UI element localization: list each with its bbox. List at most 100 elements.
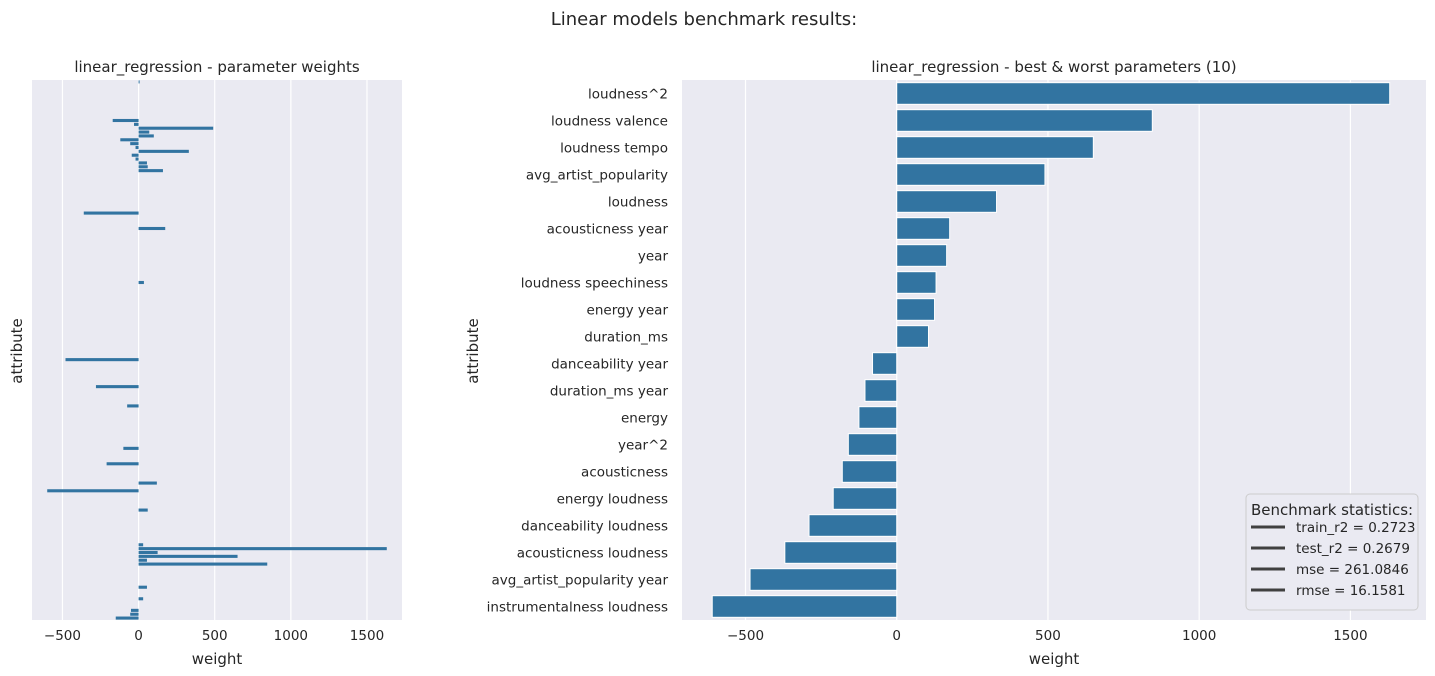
left-x-tick-labels: −500 0 500 1000 1500 xyxy=(44,628,384,644)
left-bar xyxy=(123,446,139,450)
right-x-axis-label: weight xyxy=(1029,650,1080,668)
right-x-tick-label: 500 xyxy=(1035,628,1061,644)
left-bar xyxy=(115,616,139,620)
left-bar xyxy=(134,122,139,126)
right-y-tick-label: energy xyxy=(621,411,668,427)
left-bar xyxy=(138,226,166,231)
right-bar xyxy=(808,514,898,537)
right-bar xyxy=(749,568,898,591)
legend-title: Benchmark statistics: xyxy=(1251,501,1413,519)
right-y-tick-label: danceability year xyxy=(551,357,668,373)
left-bar xyxy=(138,550,158,555)
left-bar xyxy=(95,385,139,389)
right-bar xyxy=(896,271,937,294)
left-bar xyxy=(112,118,139,123)
right-bar xyxy=(896,190,998,213)
left-x-axis-label: weight xyxy=(192,650,243,668)
right-bar xyxy=(864,379,898,402)
right-y-tick-label: energy loudness xyxy=(557,492,668,508)
right-x-tick-label: 1000 xyxy=(1182,628,1216,644)
right-y-tick-label: avg_artist_popularity xyxy=(526,168,668,184)
left-bar xyxy=(138,585,147,589)
right-y-tick-label: year^2 xyxy=(618,438,668,454)
left-x-tick-label: 1000 xyxy=(274,628,308,644)
right-bar xyxy=(711,595,898,618)
right-bar xyxy=(896,109,1153,132)
right-y-tick-label: duration_ms xyxy=(584,330,668,346)
left-bar xyxy=(106,462,139,466)
legend-entry: train_r2 = 0.2723 xyxy=(1296,520,1415,536)
left-bar xyxy=(138,80,140,84)
right-bar xyxy=(896,163,1046,186)
right-chart: linear_regression - best & worst paramet… xyxy=(464,58,1426,668)
left-x-tick-label: 0 xyxy=(134,628,143,644)
left-bar xyxy=(138,558,147,562)
right-bar xyxy=(784,541,898,564)
right-chart-title: linear_regression - best & worst paramet… xyxy=(871,58,1236,77)
right-x-tick-label: 1500 xyxy=(1333,628,1367,644)
left-bar xyxy=(131,153,139,157)
right-bar xyxy=(841,460,898,483)
right-y-tick-label: loudness xyxy=(608,195,668,211)
left-bar xyxy=(138,508,148,512)
right-y-tick-label: year xyxy=(638,249,669,265)
legend-frame xyxy=(1245,493,1419,611)
left-bar xyxy=(138,126,214,130)
right-y-tick-label: loudness tempo xyxy=(560,141,668,157)
right-y-tick-label: energy year xyxy=(587,303,669,319)
left-bar xyxy=(138,149,189,153)
right-bar xyxy=(896,298,936,321)
right-y-tick-label: loudness speechiness xyxy=(521,276,668,292)
left-bar xyxy=(135,145,139,150)
left-bar xyxy=(138,169,163,173)
left-bar xyxy=(138,130,150,134)
right-bar xyxy=(832,487,898,510)
right-x-tick-labels: −500 0 500 1000 1500 xyxy=(727,628,1368,644)
left-plot-area xyxy=(32,80,402,620)
legend-entry: rmse = 16.1581 xyxy=(1296,583,1406,599)
right-bar xyxy=(858,406,898,429)
right-bar xyxy=(847,433,898,456)
figure-title: Linear models benchmark results: xyxy=(551,9,858,30)
right-y-tick-label: loudness valence xyxy=(551,114,668,130)
right-y-tick-label: acousticness loudness xyxy=(517,546,668,562)
left-bar xyxy=(130,142,139,146)
left-bar xyxy=(138,543,144,547)
right-y-tick-label: avg_artist_popularity year xyxy=(492,573,669,589)
left-bar xyxy=(138,597,144,601)
left-x-tick-label: 1500 xyxy=(350,628,384,644)
left-bar xyxy=(138,481,157,485)
left-bar xyxy=(138,161,147,165)
legend-entries: train_r2 = 0.2723 test_r2 = 0.2679 mse = 2… xyxy=(1251,520,1415,599)
left-bar xyxy=(130,608,139,612)
right-y-tick-label: acousticness year xyxy=(547,222,669,238)
right-y-tick-label: loudness^2 xyxy=(588,87,668,103)
left-bar xyxy=(138,554,238,558)
legend-entry: test_r2 = 0.2679 xyxy=(1296,541,1410,557)
right-bar xyxy=(872,352,898,375)
right-y-tick-labels: loudness^2 loudness valence loudness tempo… xyxy=(487,87,669,616)
right-y-tick-label: acousticness xyxy=(581,465,668,481)
left-chart-title: linear_regression - parameter weights xyxy=(74,58,360,77)
right-bar xyxy=(896,244,948,267)
left-bar xyxy=(135,157,139,161)
left-x-tick-label: −500 xyxy=(44,628,81,644)
left-bar xyxy=(138,165,148,169)
left-bar xyxy=(120,138,139,142)
right-x-tick-label: −500 xyxy=(727,628,764,644)
left-chart: linear_regression - parameter weights −5… xyxy=(8,58,402,668)
legend: Benchmark statistics: train_r2 = 0.2723t… xyxy=(1245,493,1419,611)
right-y-tick-label: instrumentalness loudness xyxy=(487,600,668,616)
right-bar xyxy=(896,82,1391,105)
left-bar xyxy=(130,612,139,616)
right-bar xyxy=(896,217,951,240)
left-bar xyxy=(138,280,144,285)
left-bar xyxy=(138,134,154,138)
right-y-tick-label: danceability loudness xyxy=(521,519,668,535)
left-bar xyxy=(47,489,139,493)
left-x-tick-label: 500 xyxy=(202,628,228,644)
left-bar xyxy=(83,211,139,215)
legend-entry: mse = 261.0846 xyxy=(1296,562,1409,578)
right-bar xyxy=(896,136,1094,159)
